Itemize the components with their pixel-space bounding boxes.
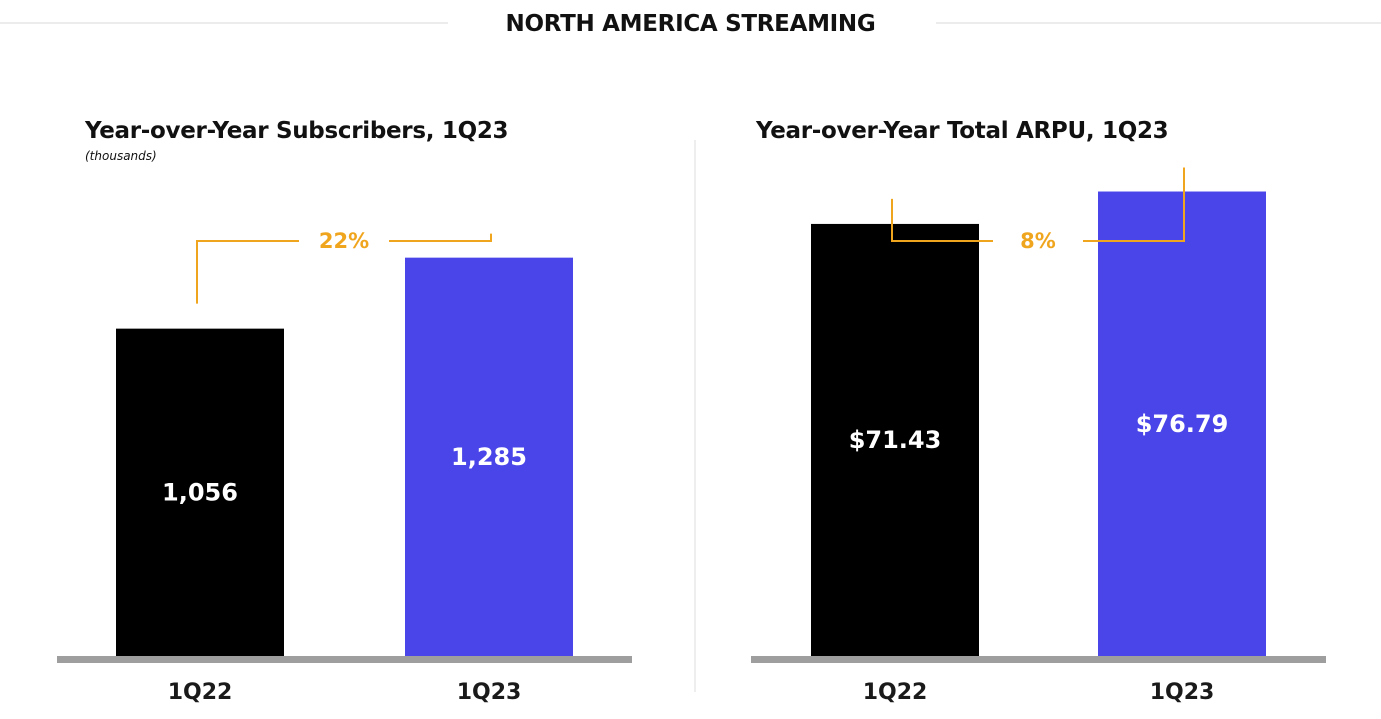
category-label: 1Q23 [1150,680,1215,705]
category-label: 1Q23 [457,680,522,705]
growth-percent-label: 22% [319,229,369,253]
category-label: 1Q22 [863,680,928,705]
growth-bracket-left [891,198,993,242]
bar-1q23 [405,257,573,656]
bar-value-label: 1,056 [162,478,238,506]
subscribers-panel: Year-over-Year Subscribers, 1Q23 (thousa… [0,0,690,719]
x-axis-baseline [751,656,1326,663]
growth-bracket-left [196,240,299,304]
panel-divider [694,140,696,692]
bar-1q22 [116,328,284,656]
bar-value-label: 1,285 [451,443,527,471]
growth-percent-label: 8% [1020,229,1056,253]
category-label: 1Q22 [168,680,233,705]
arpu-chart-title: Year-over-Year Total ARPU, 1Q23 [756,118,1169,144]
x-axis-baseline [57,656,632,663]
arpu-bar-chart: $71.43 1Q22 $76.79 1Q23 8% [751,167,1326,705]
subscribers-chart-subtitle: (thousands) [85,149,157,163]
bar-value-label: $76.79 [1136,410,1229,438]
growth-bracket-right [389,233,492,242]
growth-bracket-right [1083,167,1185,242]
bar-1q22 [811,223,979,656]
bar-1q23 [1098,191,1266,656]
title-rule-left [0,22,448,24]
subscribers-chart-title: Year-over-Year Subscribers, 1Q23 [85,118,509,144]
title-rule-right [936,22,1381,24]
bar-value-label: $71.43 [849,426,942,454]
page-title: NORTH AMERICA STREAMING [505,11,876,37]
subscribers-bar-chart: 1,056 1Q22 1,285 1Q23 22% [57,229,632,705]
arpu-panel: Year-over-Year Total ARPU, 1Q23 $71.43 1Q… [691,0,1381,719]
